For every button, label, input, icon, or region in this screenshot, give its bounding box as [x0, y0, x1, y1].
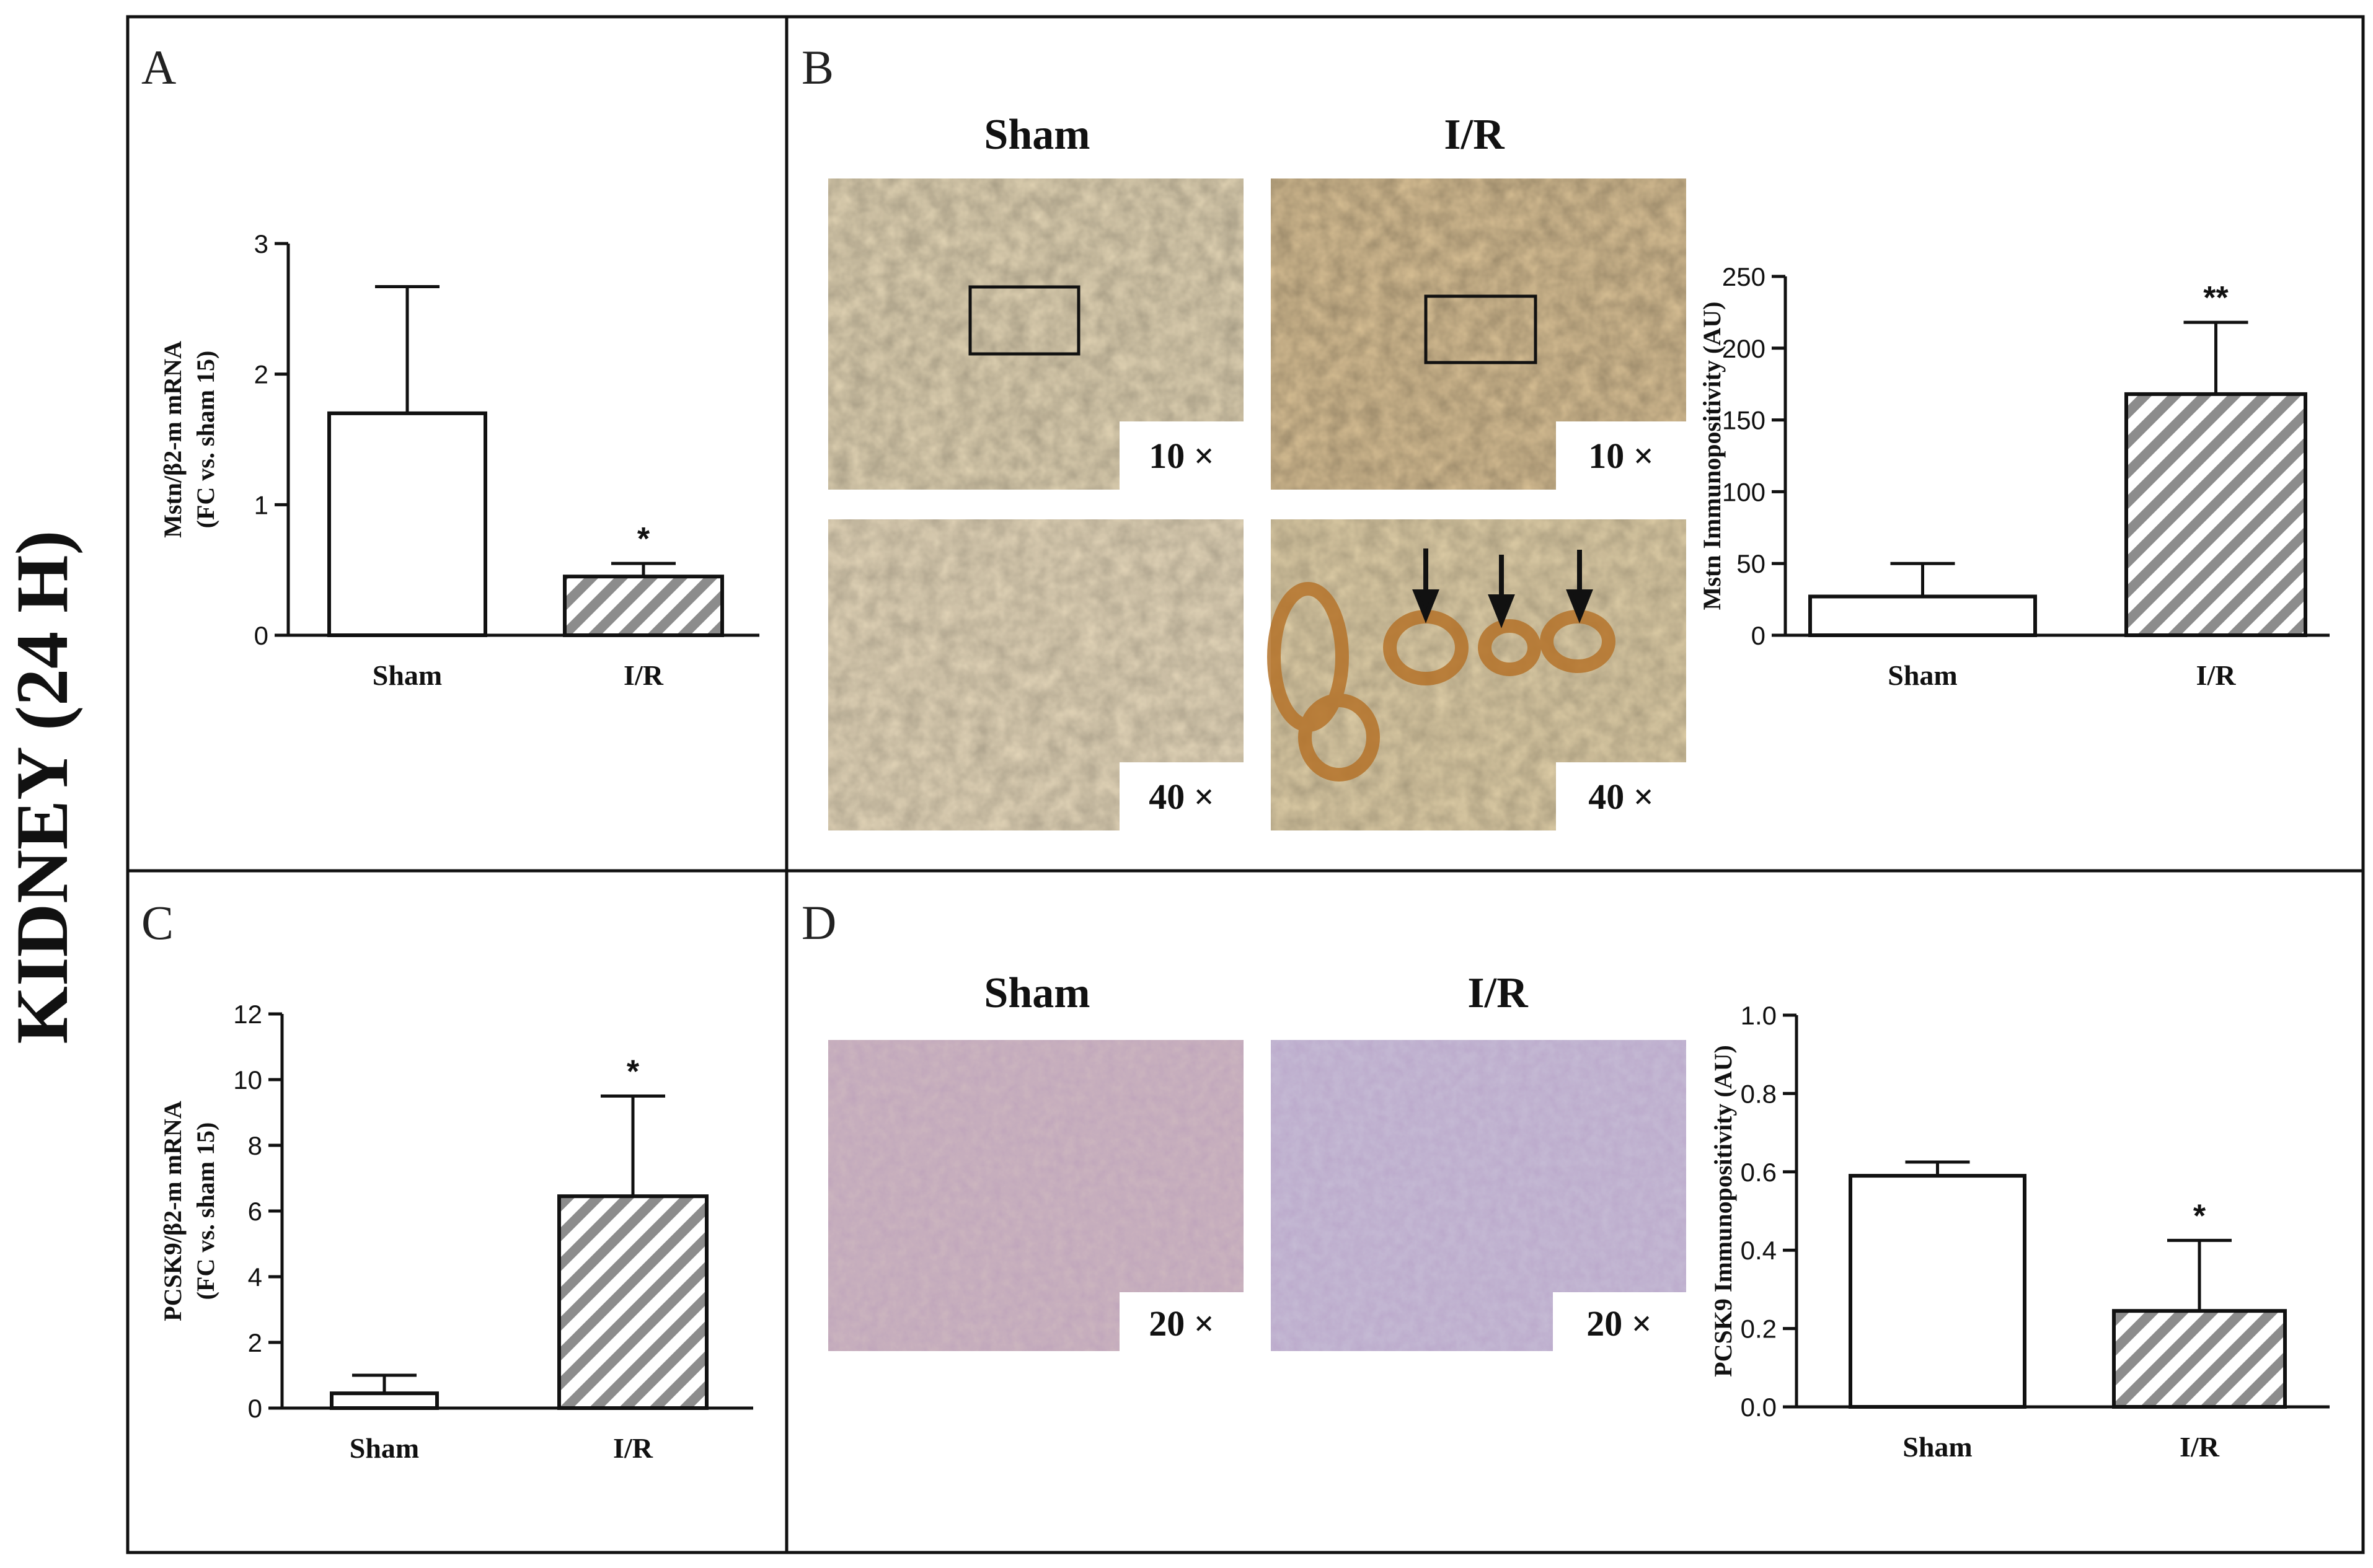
arrow-icons	[1412, 548, 1593, 628]
y-tick-label: 3	[254, 229, 268, 258]
y-tick-label: 200	[1722, 334, 1765, 363]
y-tick-label: 2	[254, 360, 268, 389]
y-tick-label: 0.6	[1741, 1158, 1777, 1187]
y-tick-label: 4	[248, 1262, 262, 1292]
y-tick-label: 1.0	[1741, 1001, 1777, 1030]
y-tick-label: 100	[1722, 477, 1765, 506]
y-axis-title: PCSK9 Immunopositivity (AU)	[1709, 1045, 1737, 1377]
y-tick-label: 1	[254, 490, 268, 519]
y-axis-title: Mstn/β2-m mRNA	[159, 341, 187, 538]
micrograph-sham-40x: 40 ×	[828, 519, 1244, 830]
micrograph-ir-40x: 40 ×	[1267, 519, 1686, 830]
y-tick-label: 6	[248, 1197, 262, 1226]
y-tick-label: 150	[1722, 406, 1765, 435]
y-tick-label: 0	[1751, 621, 1765, 650]
panel-letter-d: D	[802, 896, 836, 949]
y-axis-title: PCSK9/β2-m mRNA	[159, 1101, 187, 1321]
chart-a: 0 1 2 3 Mstn/β2-m mRNA (FC vs. sham 15) Sham I/…	[159, 229, 759, 691]
zoom-box	[968, 285, 1080, 356]
panel-letter-b: B	[802, 40, 834, 94]
y-tick-label: 0.8	[1741, 1079, 1777, 1108]
micrograph-sham-10x: 10 ×	[828, 178, 1244, 490]
panel-d-micrographs: Sham I/R 20 × 20 ×	[828, 969, 1686, 1351]
magnification-label: 40 ×	[1588, 777, 1654, 817]
y-tick-label: 50	[1736, 549, 1765, 578]
panel-d-frame	[785, 869, 2365, 1554]
category-label: I/R	[624, 659, 664, 691]
y-tick-label: 0.0	[1741, 1393, 1777, 1422]
bar-sham	[330, 1391, 439, 1410]
significance-marker: *	[627, 1054, 640, 1090]
y-tick-label: 0.4	[1741, 1236, 1777, 1265]
micrograph-title-sham: Sham	[984, 969, 1090, 1017]
micrograph-title-ir: I/R	[1467, 969, 1529, 1017]
magnification-label: 20 ×	[1586, 1303, 1652, 1344]
micrograph-ir-20x: 20 ×	[1271, 1040, 1686, 1351]
micrograph-sham-20x: 20 ×	[828, 1040, 1244, 1351]
y-tick-label: 8	[248, 1131, 262, 1160]
bar-ir	[2112, 1309, 2287, 1409]
bar-ir	[563, 575, 724, 638]
y-tick-label: 12	[233, 1000, 262, 1029]
magnification-label: 40 ×	[1149, 777, 1214, 817]
y-axis-subtitle: (FC vs. sham 15)	[192, 351, 219, 529]
y-tick-label: 2	[248, 1328, 262, 1357]
panel-letter-c: C	[141, 896, 174, 949]
bar-sham	[1849, 1174, 2026, 1409]
significance-marker: **	[2203, 280, 2229, 316]
bar-sham	[1808, 594, 2037, 638]
magnification-label: 10 ×	[1149, 436, 1214, 476]
y-tick-label: 0.2	[1741, 1315, 1777, 1344]
category-label: I/R	[2180, 1431, 2220, 1463]
y-axis-subtitle: (FC vs. sham 15)	[192, 1122, 219, 1300]
y-tick-label: 250	[1722, 262, 1765, 291]
panel-b-micrographs: Sham I/R 10 × 10 × 40 ×	[828, 111, 1686, 830]
y-tick-label: 10	[233, 1065, 262, 1095]
micrograph-title-sham: Sham	[984, 111, 1090, 159]
bar-ir	[2124, 392, 2307, 637]
micrograph-ir-10x: 10 ×	[1271, 178, 1686, 490]
magnification-label: 10 ×	[1588, 436, 1654, 476]
panel-frames	[126, 15, 2365, 1554]
side-title: KIDNEY (24 H)	[1, 531, 83, 1044]
bar-ir	[557, 1194, 709, 1411]
panel-letter-a: A	[141, 40, 176, 94]
category-label: Sham	[1888, 659, 1957, 691]
zoom-box	[1424, 294, 1537, 364]
significance-marker: *	[637, 521, 650, 557]
category-label: I/R	[2196, 659, 2237, 691]
category-label: Sham	[373, 659, 442, 691]
micrograph-title-ir: I/R	[1444, 111, 1505, 159]
bar-sham	[327, 411, 487, 637]
category-label: I/R	[613, 1432, 653, 1464]
chart-c: 0 2 4 6 8 10 12 PCSK9/β2-m mRNA (FC vs. sham 15)…	[159, 1000, 753, 1464]
category-label: Sham	[1902, 1431, 1972, 1463]
category-label: Sham	[350, 1432, 419, 1464]
chart-b: 0 50 100 150 200 250 Mstn Immunopositivity (AU…	[1698, 262, 2330, 691]
y-axis-title: Mstn Immunopositivity (AU)	[1698, 302, 1726, 610]
y-tick-label: 0	[254, 621, 268, 650]
magnification-label: 20 ×	[1149, 1303, 1214, 1344]
significance-marker: *	[2193, 1198, 2206, 1234]
y-tick-label: 0	[248, 1394, 262, 1423]
